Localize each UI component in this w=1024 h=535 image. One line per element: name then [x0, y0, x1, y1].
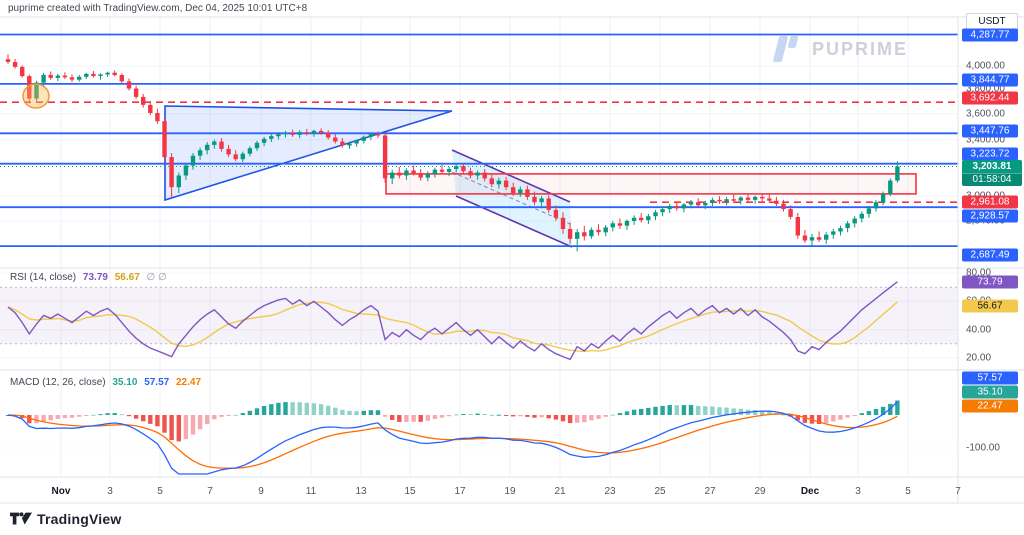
- rsi-indicator-title[interactable]: RSI (14, close) 73.79 56.67 ∅ ∅: [10, 272, 167, 283]
- price-scale-label: 3,800.00: [966, 83, 1005, 95]
- price-level-badge: 73.79: [962, 275, 1018, 289]
- price-scale-label: 20.00: [966, 352, 992, 364]
- chart-attribution-title: puprime created with TradingView.com, De…: [8, 3, 308, 14]
- price-level-badge: 2,687.49: [962, 248, 1018, 262]
- price-level-badge: 3,844.77: [962, 73, 1018, 87]
- price-scale-label: 3,400.00: [966, 134, 1005, 146]
- price-scale-label: 3,600.00: [966, 108, 1005, 120]
- macd-signal-value: 22.47: [176, 377, 202, 388]
- time-axis-label: 9: [258, 486, 264, 497]
- time-axis-label: 15: [404, 486, 416, 497]
- price-scale-label: 80.00: [966, 267, 992, 279]
- price-level-badge: 4,287.77: [962, 28, 1018, 42]
- price-level-badge: 3,223.72: [962, 147, 1018, 161]
- macd-hist-value: 35.10: [112, 377, 138, 388]
- time-axis-label: 19: [504, 486, 516, 497]
- time-axis-label: Nov: [51, 486, 71, 497]
- time-axis-label: 29: [754, 486, 766, 497]
- rsi-empty-values: ∅ ∅: [146, 272, 167, 283]
- tradingview-icon: [10, 512, 32, 525]
- time-axis-label: 11: [305, 486, 317, 497]
- tradingview-logo-text: TradingView: [37, 511, 122, 527]
- price-level-badge: 2,928.57: [962, 209, 1018, 223]
- price-level-badge: 3,692.44: [962, 91, 1018, 105]
- price-level-badge: 22.47: [962, 399, 1018, 413]
- rsi-title-text: RSI (14, close): [10, 272, 77, 283]
- time-axis-label: 3: [855, 486, 861, 497]
- macd-indicator-title[interactable]: MACD (12, 26, close) 35.10 57.57 22.47: [10, 377, 201, 388]
- macd-line-value: 57.57: [144, 377, 170, 388]
- rsi-ma-value: 56.67: [114, 272, 140, 283]
- puprime-watermark: PUPRIME: [772, 34, 908, 64]
- macd-title-text: MACD (12, 26, close): [10, 377, 106, 388]
- time-axis-label: 13: [355, 486, 367, 497]
- price-scale-label: -100.00: [966, 442, 1000, 454]
- bar-countdown-timer: 01:58:04: [962, 172, 1022, 186]
- time-axis-label: 7: [955, 486, 961, 497]
- time-axis-label: 7: [207, 486, 213, 497]
- puprime-logo-icon: [772, 34, 802, 64]
- time-axis-label: 21: [554, 486, 566, 497]
- rsi-current-value: 73.79: [82, 272, 108, 283]
- price-level-badge: 35.10: [962, 385, 1018, 399]
- current-price-value: 3,203.81: [962, 159, 1022, 173]
- time-axis-label: 5: [905, 486, 911, 497]
- price-level-badge: 56.67: [962, 299, 1018, 313]
- tradingview-logo-link[interactable]: TradingView: [10, 510, 121, 528]
- time-axis-label: 23: [604, 486, 616, 497]
- price-level-badge: 3,447.76: [962, 124, 1018, 138]
- time-axis-label: 27: [704, 486, 716, 497]
- time-axis-label: Dec: [800, 486, 820, 497]
- price-scale-label: 40.00: [966, 324, 992, 336]
- price-scale-label: 4,000.00: [966, 60, 1005, 72]
- time-axis-label: 3: [107, 486, 113, 497]
- price-level-badge: 57.57: [962, 371, 1018, 385]
- time-axis-label: 5: [157, 486, 163, 497]
- price-level-badge: 2,961.08: [962, 195, 1018, 209]
- current-price-badge: 3,203.81 01:58:04: [962, 159, 1022, 186]
- time-axis-label: 25: [654, 486, 666, 497]
- time-axis-label: 17: [454, 486, 466, 497]
- puprime-watermark-text: PUPRIME: [812, 38, 909, 59]
